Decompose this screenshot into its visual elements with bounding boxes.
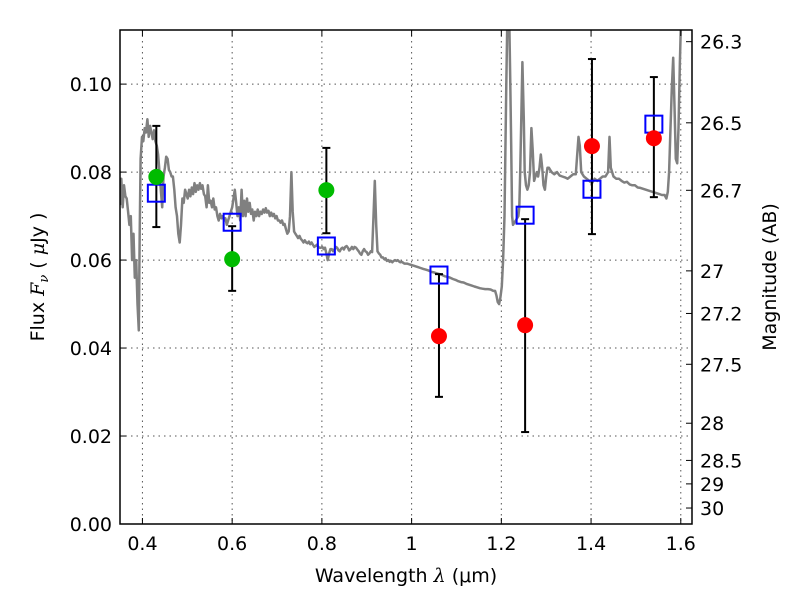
- y-axis: 0.00 0.02 0.04 0.06 0.08 0.10: [70, 74, 126, 536]
- markers: [146, 114, 664, 345]
- observed-point-marker: [318, 182, 335, 199]
- y-tick-label: 0.10: [70, 74, 112, 96]
- y-tick-label: 0.00: [70, 514, 112, 536]
- y2-tick-label: 29: [700, 474, 724, 496]
- y2-tick-label: 30: [700, 498, 724, 520]
- axes-frame: [119, 29, 693, 525]
- y2-tick-label: 27: [700, 261, 724, 283]
- x-tick-label: 1: [406, 533, 418, 555]
- observed-point-marker: [517, 317, 534, 334]
- observed-point-marker: [430, 328, 447, 345]
- observed-point-marker: [224, 251, 241, 268]
- y2-tick-label: 27.2: [700, 303, 742, 325]
- x-tick-label: 0.8: [307, 533, 337, 555]
- observed-point-marker: [645, 130, 662, 147]
- x-tick-label: 1.4: [576, 533, 606, 555]
- y2-tick-label: 26.5: [700, 113, 742, 135]
- y2-axis-label: Magnitude (AB): [759, 203, 781, 351]
- y2-tick-label: 26.3: [700, 32, 742, 54]
- model-square-marker: [582, 179, 602, 199]
- y2-tick-label: 26.7: [700, 180, 742, 202]
- model-square-marker: [515, 205, 535, 225]
- y2-tick-label: 27.5: [700, 354, 742, 376]
- y-tick-label: 0.04: [70, 338, 112, 360]
- y-tick-label: 0.06: [70, 250, 112, 272]
- x-axis: 0.4 0.6 0.8 1 1.2 1.4 1.6: [127, 30, 696, 555]
- observed-point-marker: [148, 168, 165, 185]
- model-square-marker: [222, 212, 242, 232]
- spectrum-line: [120, 30, 682, 332]
- y2-tick-label: 28.5: [700, 450, 742, 472]
- y2-tick-label: 28: [700, 413, 724, 435]
- x-tick-label: 0.6: [217, 533, 247, 555]
- x-tick-label: 0.4: [127, 533, 157, 555]
- plot-area: [120, 30, 682, 434]
- model-square-marker: [316, 236, 336, 256]
- x-tick-label: 1.2: [486, 533, 516, 555]
- model-square-marker: [429, 265, 449, 285]
- y-axis-label: Flux Fν ( μJy ): [27, 213, 52, 342]
- y-tick-label: 0.02: [70, 426, 112, 448]
- y-tick-label: 0.08: [70, 162, 112, 184]
- x-axis-label: Wavelength λ (μm): [315, 565, 497, 587]
- grid: [120, 30, 692, 524]
- x-tick-label: 1.6: [666, 533, 696, 555]
- observed-point-marker: [583, 138, 600, 155]
